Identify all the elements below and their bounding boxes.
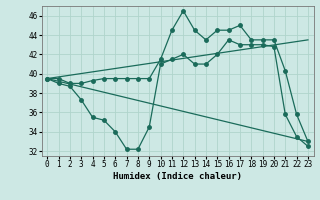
X-axis label: Humidex (Indice chaleur): Humidex (Indice chaleur): [113, 172, 242, 181]
